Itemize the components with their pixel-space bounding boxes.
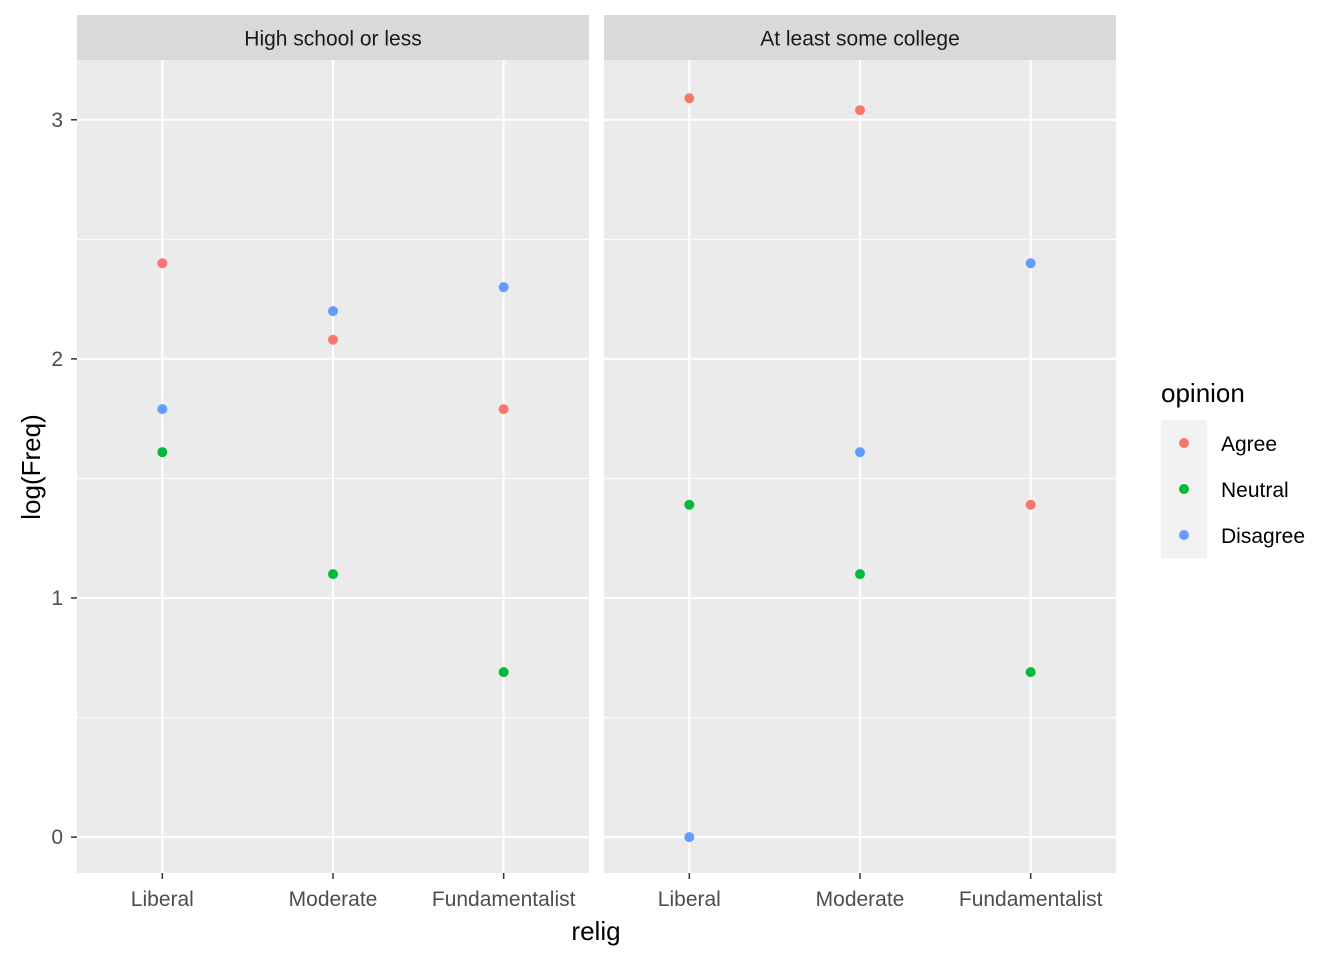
x-axis-title: relig [571, 916, 620, 946]
facet-strip [77, 15, 589, 60]
x-tick-label: Liberal [131, 888, 194, 911]
data-point-neutral [1025, 667, 1036, 678]
data-point-neutral [684, 499, 695, 510]
legend-label: Agree [1221, 433, 1277, 456]
x-tick-label: Moderate [289, 888, 378, 911]
legend-label: Neutral [1221, 479, 1289, 502]
facet-panel-2: At least some college [604, 15, 1116, 873]
legend: opinion Agree Neutral Disagree [1161, 378, 1305, 558]
data-point-agree [684, 93, 695, 104]
y-axis-title: log(Freq) [16, 414, 46, 519]
legend-key-point [1179, 438, 1189, 448]
data-point-neutral [328, 569, 338, 580]
data-point-neutral [157, 447, 168, 458]
x-tick-label: Fundamentalist [432, 888, 576, 911]
data-point-agree [1025, 499, 1036, 510]
facet-panel-1: High school or less [77, 15, 589, 873]
legend-key-point [1179, 484, 1189, 494]
y-tick-label: 2 [51, 348, 63, 371]
data-point-neutral [498, 667, 509, 678]
y-tick-label: 0 [51, 826, 63, 849]
legend-title: opinion [1161, 378, 1245, 408]
facet-strip [604, 15, 1116, 60]
legend-label: Disagree [1221, 525, 1305, 548]
data-point-disagree [855, 447, 865, 458]
data-point-disagree [1025, 258, 1036, 269]
data-point-disagree [157, 404, 168, 415]
data-point-disagree [328, 306, 338, 317]
x-tick-label: Moderate [816, 888, 905, 911]
data-point-agree [328, 334, 338, 345]
legend-key-point [1179, 530, 1189, 540]
x-tick-label: Liberal [658, 888, 721, 911]
data-point-agree [855, 105, 865, 116]
data-point-neutral [855, 569, 865, 580]
facet-strip-label: High school or less [244, 28, 421, 51]
data-point-agree [498, 404, 509, 415]
x-tick-label: Fundamentalist [959, 888, 1103, 911]
data-point-disagree [684, 832, 695, 843]
data-point-disagree [498, 282, 509, 293]
facet-strip-label: At least some college [760, 28, 960, 51]
y-tick-label: 1 [51, 587, 63, 610]
data-point-agree [157, 258, 168, 269]
y-tick-label: 3 [51, 109, 63, 132]
